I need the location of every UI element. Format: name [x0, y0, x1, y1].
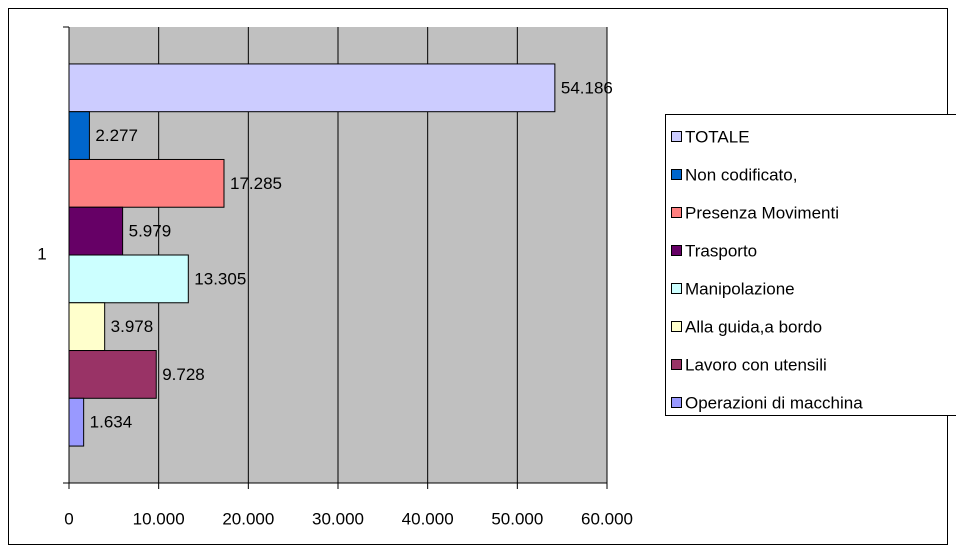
bar	[68, 350, 157, 399]
bar	[68, 63, 556, 113]
legend-label: Manipolazione	[685, 279, 795, 298]
bar	[68, 254, 189, 304]
bar	[68, 158, 225, 208]
x-tick-label: 40.000	[402, 509, 454, 528]
data-label: 17.285	[230, 174, 282, 193]
data-label: 2.277	[95, 126, 138, 145]
data-label: 1.634	[90, 413, 133, 432]
x-tick-label: 30.000	[312, 509, 364, 528]
legend-label: Alla guida,a bordo	[685, 317, 822, 336]
x-tick-label: 60.000	[581, 509, 633, 528]
legend-swatch	[671, 359, 682, 370]
legend-label: Trasporto	[685, 241, 757, 260]
bar	[68, 397, 85, 447]
x-tick-label: 10.000	[133, 509, 185, 528]
data-label: 3.978	[111, 317, 154, 336]
legend-swatch	[671, 397, 682, 408]
y-tick-label: 1	[37, 244, 46, 263]
legend-swatch	[671, 283, 682, 294]
data-label: 9.728	[162, 365, 205, 384]
data-label: 54.186	[561, 78, 613, 97]
legend-label: Operazioni di macchina	[685, 393, 863, 412]
x-tick-label: 0	[64, 509, 73, 528]
legend-swatch	[671, 245, 682, 256]
bar	[68, 302, 106, 352]
legend-label: Non codificato,	[685, 165, 797, 184]
legend-swatch	[671, 169, 682, 180]
x-tick-label: 20.000	[222, 509, 274, 528]
legend-swatch	[671, 131, 682, 142]
bar	[68, 111, 90, 160]
legend-box	[665, 114, 956, 416]
bar	[68, 206, 124, 256]
legend-label: Lavoro con utensili	[685, 355, 827, 374]
data-label: 5.979	[129, 222, 172, 241]
legend-label: TOTALE	[685, 127, 750, 146]
legend-label: Presenza Movimenti	[685, 203, 839, 222]
legend-swatch	[671, 207, 682, 218]
data-label: 13.305	[194, 269, 246, 288]
x-tick-label: 50.000	[491, 509, 543, 528]
legend-swatch	[671, 321, 682, 332]
